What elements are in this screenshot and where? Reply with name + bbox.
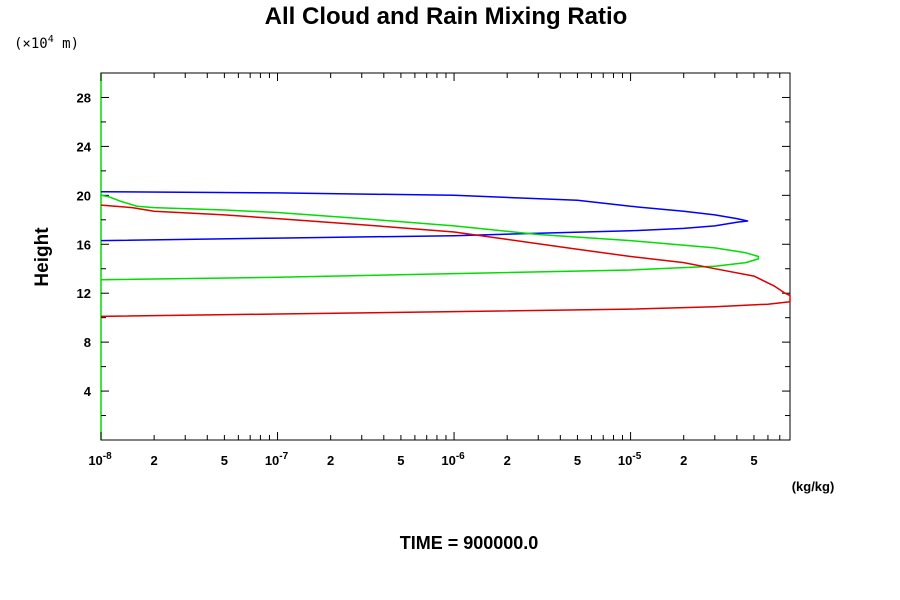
x-tick-label: 5 bbox=[750, 453, 757, 468]
x-tick-base: 10 bbox=[88, 453, 102, 468]
x-tick-label: 5 bbox=[397, 453, 404, 468]
x-tick-exponent: -6 bbox=[456, 451, 465, 462]
y-tick-label: 4 bbox=[84, 384, 92, 399]
series-lines bbox=[100, 190, 791, 318]
axis-ticks bbox=[100, 73, 791, 440]
x-tick-exponent: -7 bbox=[279, 451, 288, 462]
y-axis-label: Height bbox=[32, 227, 53, 287]
series-line-1 bbox=[100, 190, 749, 242]
x-tick-label: 2 bbox=[504, 453, 511, 468]
x-tick-label: 5 bbox=[221, 453, 228, 468]
y-unit-suffix: m) bbox=[54, 36, 79, 52]
x-tick-label: 2 bbox=[151, 453, 158, 468]
x-tick-base: 10 bbox=[265, 453, 279, 468]
series-line-3 bbox=[100, 204, 791, 318]
time-label: TIME = 900000.0 bbox=[400, 533, 539, 553]
y-unit-exponent: 4 bbox=[48, 34, 54, 45]
x-tick-exponent: -8 bbox=[103, 451, 112, 462]
y-tick-label: 24 bbox=[77, 139, 92, 154]
chart-title: All Cloud and Rain Mixing Ratio bbox=[265, 3, 628, 30]
y-tick-label: 20 bbox=[77, 188, 91, 203]
y-unit-prefix: (×10 bbox=[14, 36, 48, 52]
x-tick-label: 10-6 bbox=[441, 451, 465, 468]
y-axis-unit: (×104 m) bbox=[14, 34, 79, 52]
x-tick-base: 10 bbox=[441, 453, 455, 468]
x-axis-unit: (kg/kg) bbox=[792, 479, 835, 494]
x-tick-exponent: -5 bbox=[632, 451, 641, 462]
x-tick-label: 10-5 bbox=[618, 451, 642, 468]
y-tick-label: 8 bbox=[84, 335, 91, 350]
x-tick-base: 10 bbox=[618, 453, 632, 468]
x-tick-label: 2 bbox=[680, 453, 687, 468]
x-tick-label: 5 bbox=[574, 453, 581, 468]
x-tick-label: 10-8 bbox=[88, 451, 112, 468]
plot-area-frame bbox=[100, 72, 791, 441]
y-tick-label: 12 bbox=[77, 286, 91, 301]
x-tick-label: 2 bbox=[327, 453, 334, 468]
series-line-2 bbox=[100, 194, 760, 281]
y-tick-label: 28 bbox=[77, 90, 91, 105]
y-tick-label: 16 bbox=[77, 237, 91, 252]
x-tick-label: 10-7 bbox=[265, 451, 289, 468]
